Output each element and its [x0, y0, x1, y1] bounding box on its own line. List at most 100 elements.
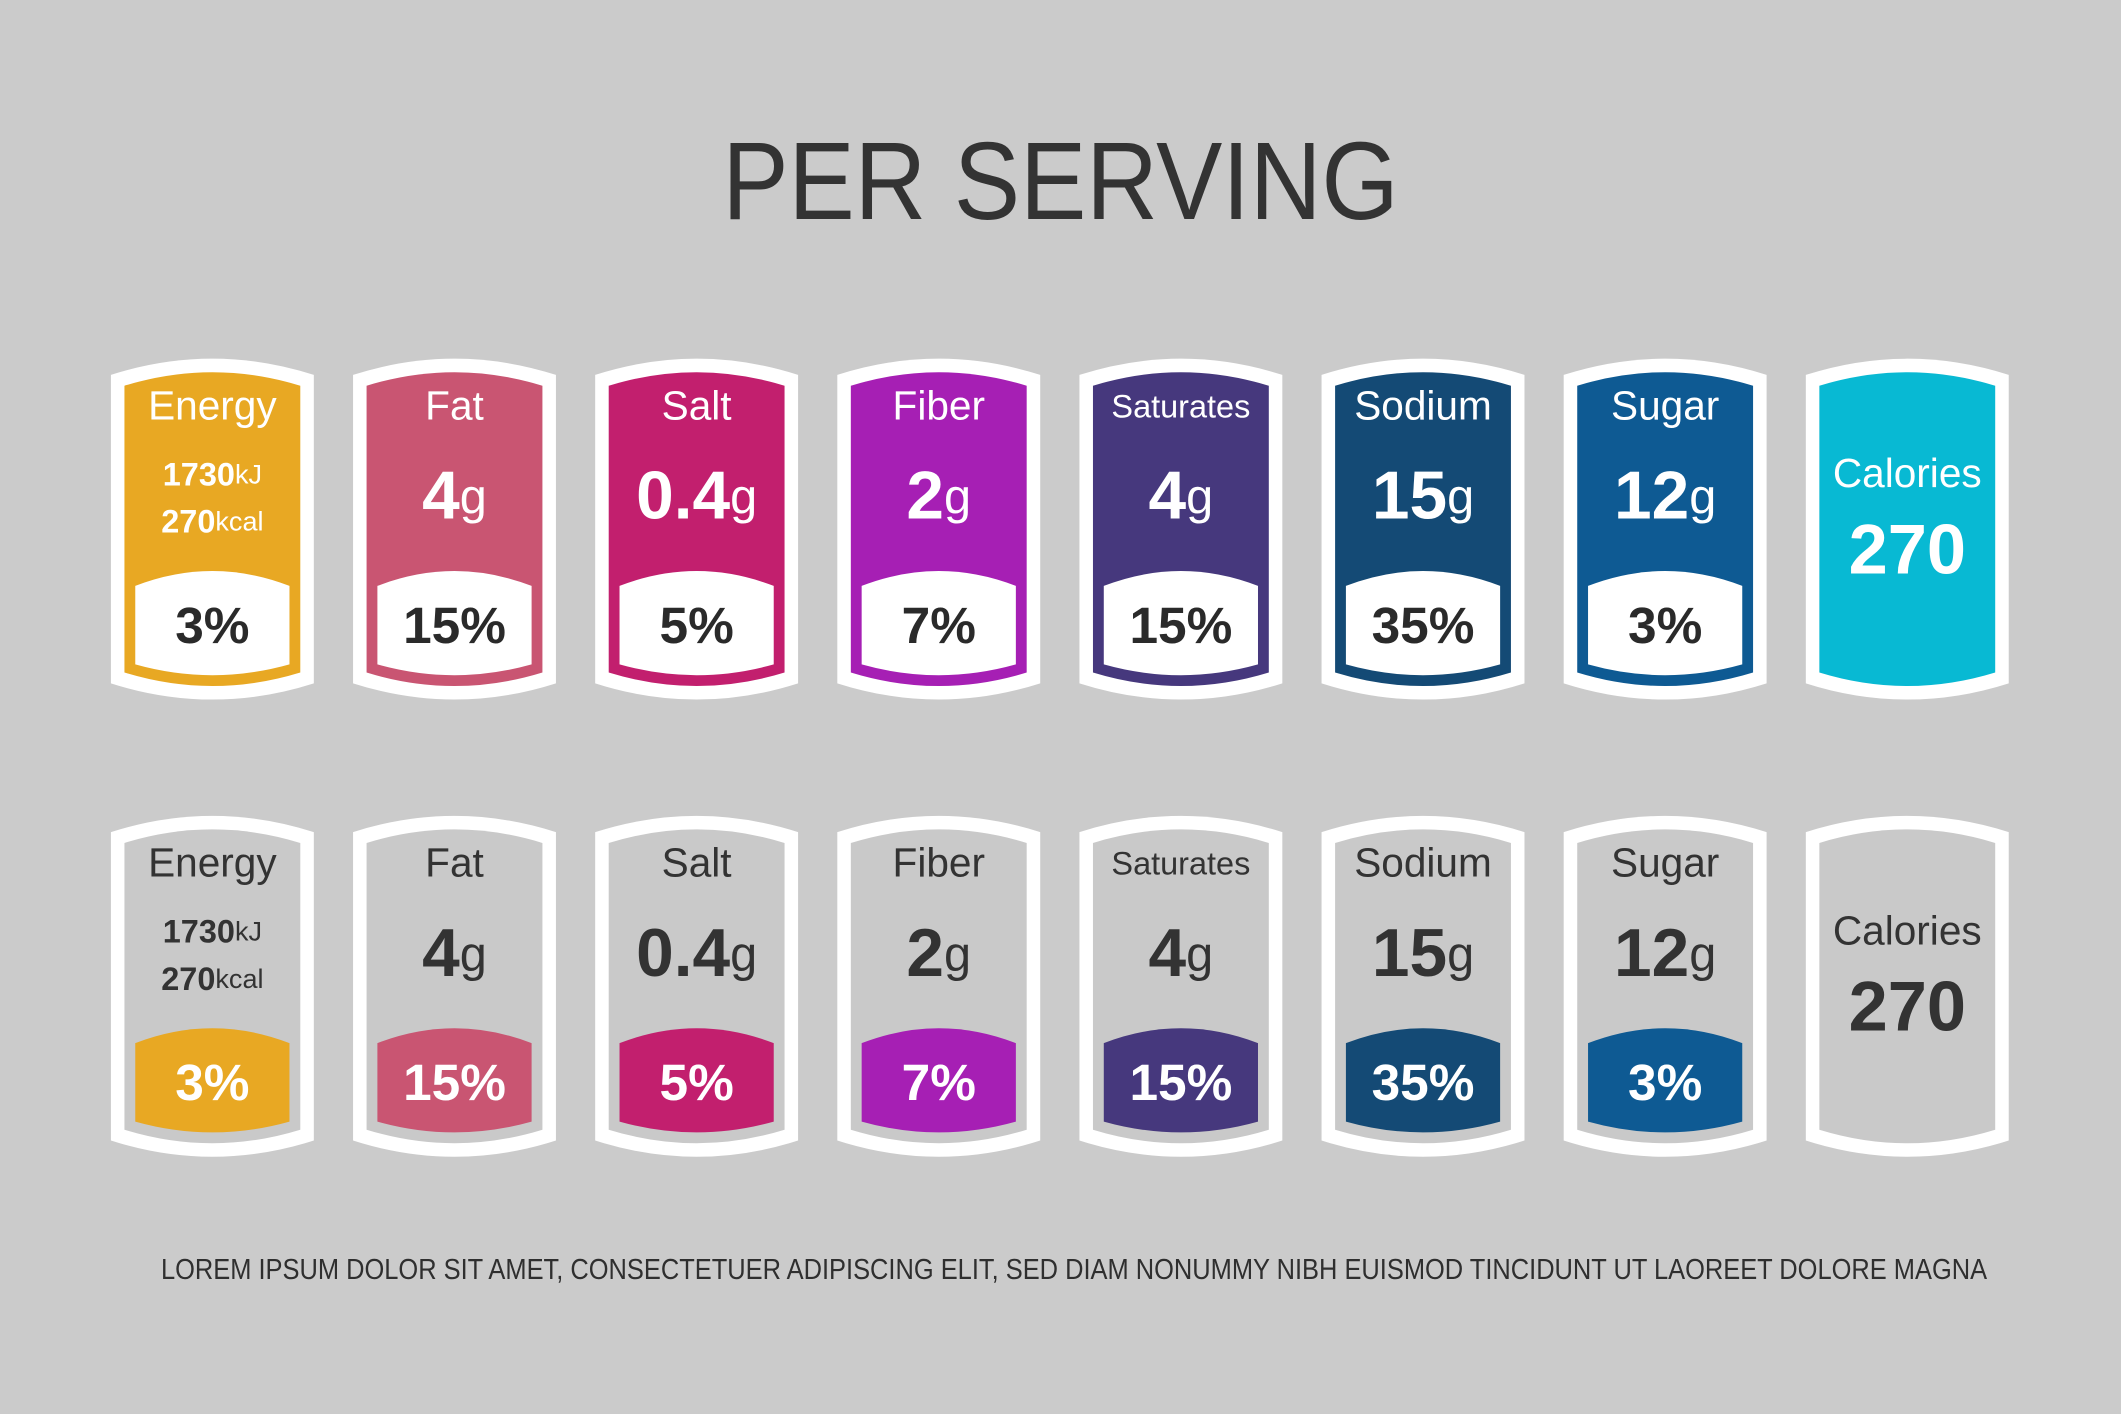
label-name: Fat — [425, 382, 484, 428]
amount-unit: g — [1689, 471, 1716, 525]
amount: 12g — [1614, 459, 1716, 534]
percent-box — [1588, 1028, 1743, 1133]
percent-box — [619, 1028, 774, 1133]
label-percent: 15% — [403, 1053, 506, 1111]
amount-unit: g — [460, 471, 487, 525]
percent-box — [1103, 1028, 1258, 1133]
amount-number: 270 — [161, 503, 215, 539]
label-name: Salt — [662, 840, 732, 886]
label-percent: 15% — [1129, 596, 1232, 654]
amount-unit: kcal — [215, 964, 263, 994]
amount-unit: g — [1447, 471, 1474, 525]
label-name: Fiber — [893, 382, 985, 428]
amount-number: 270 — [161, 960, 215, 996]
amount-unit: kJ — [235, 460, 262, 490]
label-percent: 15% — [1129, 1053, 1232, 1111]
label-name: Saturates — [1111, 388, 1250, 424]
label-name: Sugar — [1611, 840, 1719, 886]
amount: 2g — [906, 459, 971, 534]
amount-unit: g — [1186, 928, 1213, 982]
amount: 4g — [1149, 916, 1214, 991]
amount-number: 4 — [422, 916, 460, 991]
percent-box — [377, 1028, 532, 1133]
percent-box — [135, 571, 290, 676]
amount: 0.4g — [636, 916, 757, 991]
footer: LOREM IPSUM DOLOR SIT AMET, CONSECTETUER… — [161, 1254, 1987, 1286]
percent-box — [861, 571, 1016, 676]
amount-number: 15 — [1372, 459, 1447, 534]
amount: 4g — [422, 459, 487, 534]
amount-unit: kcal — [215, 507, 263, 537]
amount-unit: g — [944, 928, 971, 982]
percent-box — [1588, 571, 1743, 676]
amount: 270kcal — [161, 503, 263, 539]
label-percent: 3% — [175, 596, 249, 654]
amount-unit: g — [730, 928, 757, 982]
percent-box — [1345, 571, 1501, 676]
amount: 1730kJ — [163, 456, 262, 492]
label-name: Calories — [1833, 907, 1982, 953]
label-percent: 7% — [902, 1053, 976, 1111]
label-percent: 3% — [1628, 596, 1702, 654]
amount-unit: kJ — [235, 917, 262, 947]
amount-unit: g — [460, 928, 487, 982]
amount: 0.4g — [636, 459, 757, 534]
label-percent: 15% — [403, 596, 506, 654]
amount: 15g — [1372, 916, 1474, 991]
amount: 270kcal — [161, 960, 263, 996]
amount-number: 0.4 — [636, 916, 730, 991]
label-name: Fat — [425, 840, 484, 886]
amount-unit: g — [1447, 928, 1474, 982]
label-percent: 3% — [175, 1053, 249, 1111]
percent-box — [1345, 1028, 1501, 1133]
label-name: Sodium — [1354, 382, 1492, 428]
label-name: Energy — [148, 840, 277, 886]
title: PER SERVING — [722, 119, 1398, 243]
amount: 15g — [1372, 459, 1474, 534]
label-name: Saturates — [1111, 846, 1250, 882]
amount-number: 4 — [1149, 916, 1187, 991]
label-name: Fiber — [893, 840, 985, 886]
amount-number: 2 — [906, 916, 944, 991]
amount-unit: g — [730, 471, 757, 525]
label-percent: 35% — [1372, 1053, 1475, 1111]
amount-unit: g — [1689, 928, 1716, 982]
amount-number: 12 — [1614, 916, 1689, 991]
amount-number: 0.4 — [636, 459, 730, 534]
amount: 4g — [1149, 459, 1214, 534]
label-name: Sodium — [1354, 840, 1492, 886]
label-percent: 3% — [1628, 1053, 1702, 1111]
label-name: Calories — [1833, 450, 1982, 496]
amount: 2g — [906, 916, 971, 991]
amount: 1730kJ — [163, 913, 262, 949]
label-name: Sugar — [1611, 382, 1719, 428]
percent-box — [861, 1028, 1016, 1133]
label-percent: 5% — [659, 1053, 733, 1111]
label-percent: 5% — [659, 596, 733, 654]
amount: 12g — [1614, 916, 1716, 991]
amount-number: 4 — [422, 459, 460, 534]
label-amount: 270 — [1849, 509, 1966, 588]
amount-number: 12 — [1614, 459, 1689, 534]
label-percent: 7% — [902, 596, 976, 654]
label-percent: 35% — [1372, 596, 1475, 654]
percent-box — [135, 1028, 290, 1133]
percent-box — [377, 571, 532, 676]
amount: 4g — [422, 916, 487, 991]
amount-unit: g — [1186, 471, 1213, 525]
percent-box — [619, 571, 774, 676]
label-name: Salt — [662, 382, 732, 428]
amount-number: 4 — [1149, 459, 1187, 534]
amount-number: 2 — [906, 459, 944, 534]
amount-number: 1730 — [163, 913, 235, 949]
label-body — [1819, 372, 1996, 687]
percent-box — [1103, 571, 1258, 676]
amount-unit: g — [944, 471, 971, 525]
amount-number: 1730 — [163, 456, 235, 492]
label-amount: 270 — [1849, 967, 1966, 1046]
label-body — [1819, 829, 1996, 1144]
label-name: Energy — [148, 382, 277, 428]
